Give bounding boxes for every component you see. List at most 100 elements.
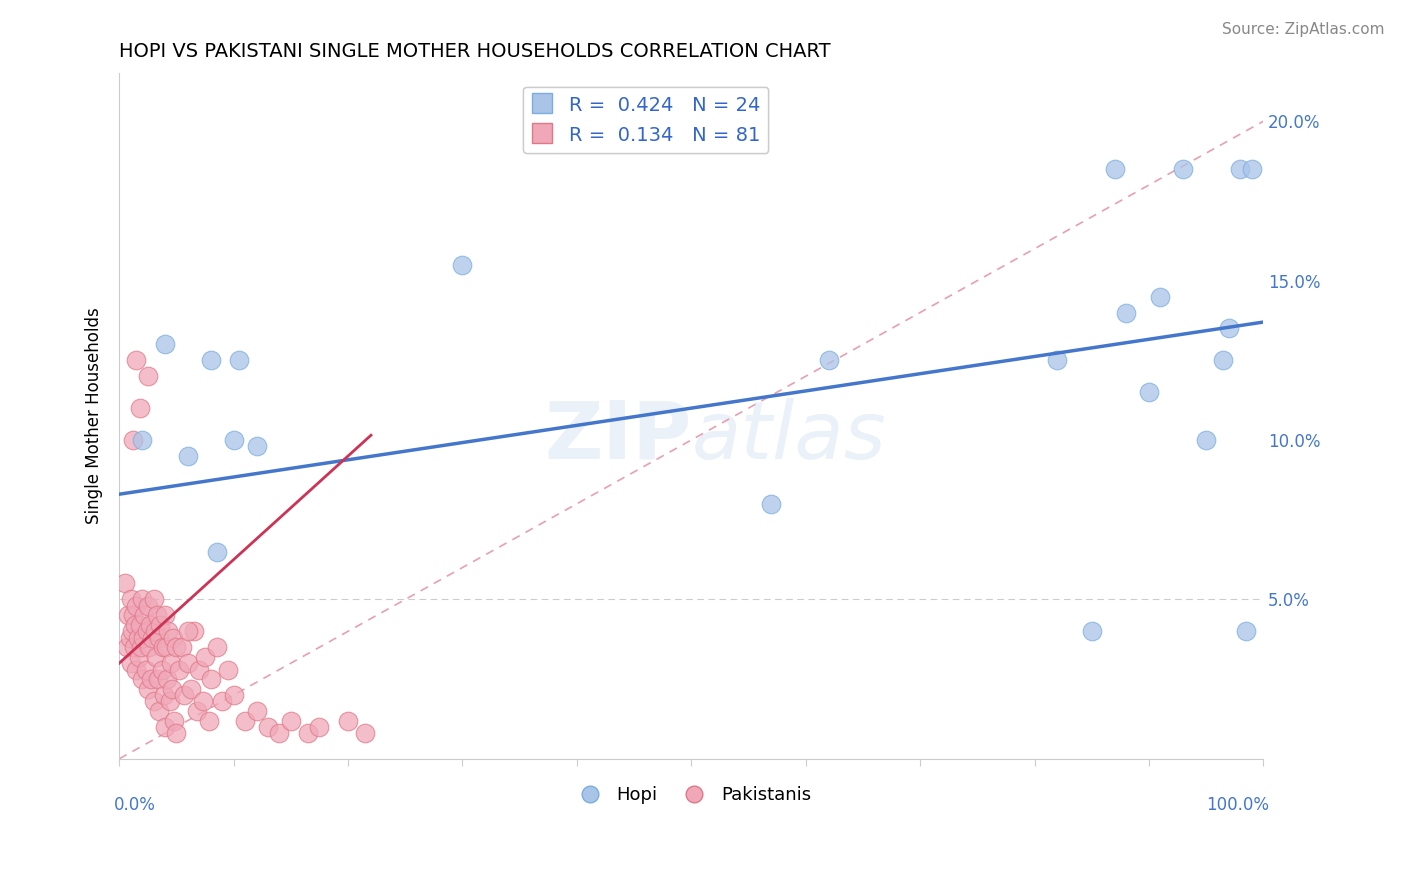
Point — [1137, 385, 1160, 400]
Point — [143, 624, 166, 639]
Point — [1212, 353, 1234, 368]
Point — [146, 608, 169, 623]
Point — [297, 726, 319, 740]
Point — [761, 497, 783, 511]
Point — [131, 592, 153, 607]
Point — [121, 624, 143, 639]
Point — [122, 433, 145, 447]
Point — [308, 720, 330, 734]
Point — [142, 694, 165, 708]
Point — [269, 726, 291, 740]
Text: 0.0%: 0.0% — [114, 797, 156, 814]
Point — [141, 631, 163, 645]
Point — [117, 608, 139, 623]
Point — [153, 688, 176, 702]
Point — [120, 592, 142, 607]
Point — [1218, 321, 1240, 335]
Point — [148, 704, 170, 718]
Text: atlas: atlas — [692, 398, 886, 475]
Point — [128, 618, 150, 632]
Point — [1115, 305, 1137, 319]
Point — [122, 640, 145, 655]
Point — [188, 663, 211, 677]
Point — [118, 631, 141, 645]
Point — [136, 369, 159, 384]
Point — [205, 640, 228, 655]
Point — [125, 663, 148, 677]
Point — [146, 672, 169, 686]
Point — [177, 656, 200, 670]
Point — [166, 726, 188, 740]
Point — [180, 681, 202, 696]
Point — [141, 672, 163, 686]
Point — [131, 433, 153, 447]
Point — [194, 649, 217, 664]
Point — [1080, 624, 1102, 639]
Point — [153, 608, 176, 623]
Text: HOPI VS PAKISTANI SINGLE MOTHER HOUSEHOLDS CORRELATION CHART: HOPI VS PAKISTANI SINGLE MOTHER HOUSEHOL… — [120, 42, 831, 61]
Point — [1195, 433, 1218, 447]
Point — [245, 704, 267, 718]
Point — [186, 704, 208, 718]
Point — [160, 681, 183, 696]
Point — [167, 663, 190, 677]
Point — [125, 353, 148, 368]
Point — [139, 618, 162, 632]
Point — [155, 640, 177, 655]
Point — [159, 694, 181, 708]
Point — [211, 694, 233, 708]
Point — [127, 631, 149, 645]
Point — [150, 663, 173, 677]
Point — [117, 640, 139, 655]
Point — [173, 688, 195, 702]
Point — [129, 640, 152, 655]
Point — [135, 624, 157, 639]
Point — [183, 624, 205, 639]
Point — [124, 618, 146, 632]
Point — [128, 401, 150, 416]
Point — [159, 656, 181, 670]
Point — [153, 337, 176, 351]
Point — [152, 640, 174, 655]
Point — [233, 714, 256, 728]
Point — [132, 631, 155, 645]
Point — [222, 688, 245, 702]
Point — [122, 608, 145, 623]
Point — [163, 714, 186, 728]
Point — [177, 449, 200, 463]
Point — [134, 608, 156, 623]
Point — [120, 656, 142, 670]
Point — [128, 649, 150, 664]
Point — [131, 672, 153, 686]
Point — [217, 663, 239, 677]
Point — [1234, 624, 1257, 639]
Point — [156, 672, 179, 686]
Point — [142, 592, 165, 607]
Point — [337, 714, 360, 728]
Point — [354, 726, 377, 740]
Point — [257, 720, 280, 734]
Point — [177, 624, 200, 639]
Point — [172, 640, 194, 655]
Point — [817, 353, 839, 368]
Point — [125, 599, 148, 613]
Point — [191, 694, 214, 708]
Point — [1046, 353, 1069, 368]
Point — [200, 672, 222, 686]
Point — [205, 544, 228, 558]
Text: ZIP: ZIP — [544, 398, 692, 475]
Point — [153, 720, 176, 734]
Point — [157, 624, 180, 639]
Point — [145, 649, 167, 664]
Point — [114, 576, 136, 591]
Point — [136, 681, 159, 696]
Legend: R =  0.424   N = 24, R =  0.134   N = 81: R = 0.424 N = 24, R = 0.134 N = 81 — [523, 87, 769, 153]
Point — [280, 714, 302, 728]
Point — [166, 640, 188, 655]
Y-axis label: Single Mother Households: Single Mother Households — [86, 308, 103, 524]
Point — [149, 618, 172, 632]
Point — [1229, 162, 1251, 177]
Point — [162, 631, 184, 645]
Point — [1240, 162, 1263, 177]
Point — [245, 439, 267, 453]
